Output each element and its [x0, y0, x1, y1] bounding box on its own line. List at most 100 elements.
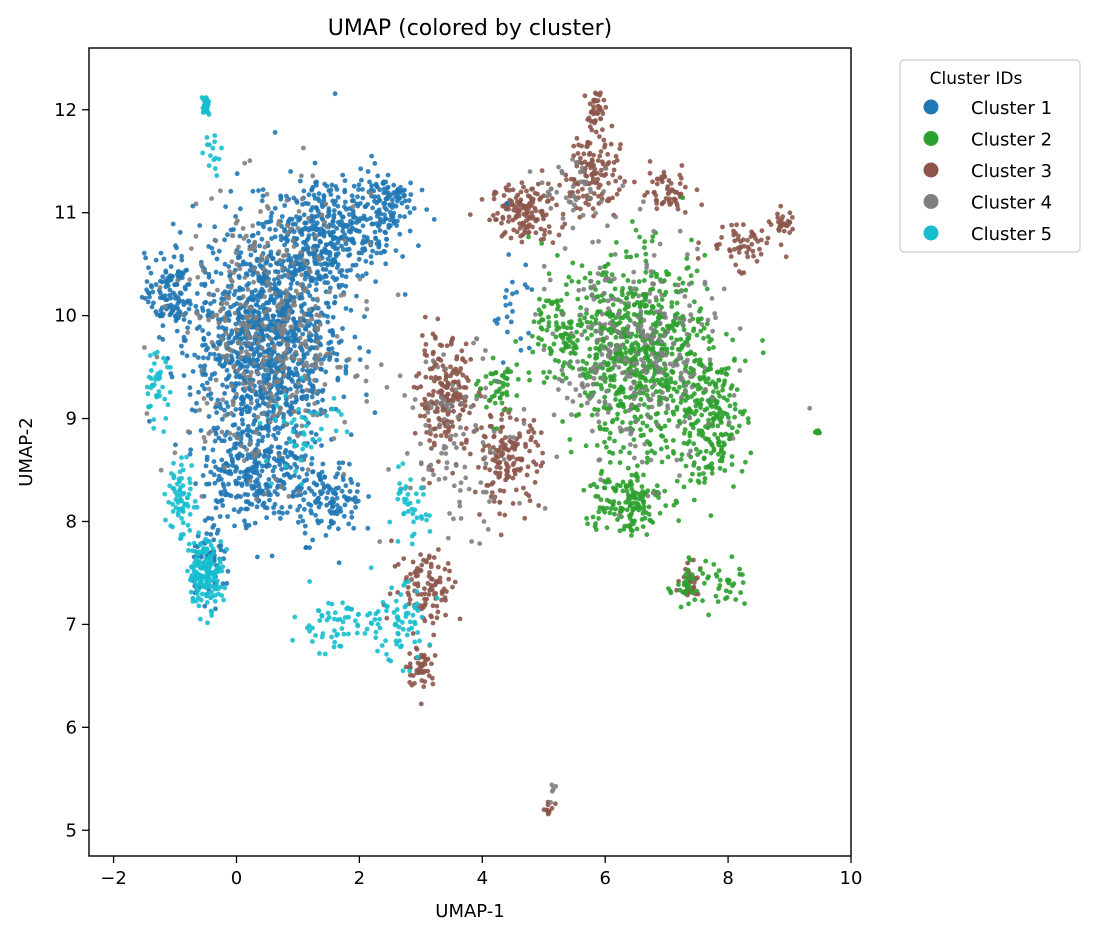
scatter-point: [306, 402, 311, 408]
scatter-point: [223, 331, 229, 336]
scatter-point: [729, 425, 735, 431]
scatter-point: [346, 246, 352, 252]
scatter-point: [440, 363, 446, 369]
scatter-point: [221, 438, 227, 444]
scatter-point: [703, 448, 709, 454]
scatter-point: [432, 334, 438, 339]
scatter-point: [364, 306, 370, 312]
scatter-point: [203, 342, 208, 348]
scatter-point: [180, 312, 186, 317]
scatter-point: [144, 279, 150, 284]
scatter-point: [307, 381, 313, 386]
scatter-point: [631, 312, 637, 317]
scatter-point: [187, 319, 193, 325]
scatter-point: [284, 510, 290, 515]
scatter-point: [632, 518, 637, 524]
scatter-point: [296, 328, 302, 333]
scatter-point: [664, 272, 670, 277]
scatter-point: [236, 311, 242, 317]
scatter-point: [270, 349, 276, 355]
scatter-point: [674, 389, 680, 395]
scatter-point: [213, 606, 218, 612]
scatter-point: [211, 292, 217, 298]
scatter-point: [267, 399, 273, 404]
scatter-point: [358, 166, 364, 172]
scatter-point: [276, 355, 282, 361]
scatter-point: [468, 357, 474, 362]
scatter-point: [513, 195, 519, 201]
scatter-point: [339, 488, 345, 494]
scatter-point: [185, 330, 191, 335]
scatter-point: [672, 380, 678, 386]
scatter-point: [587, 346, 593, 352]
scatter-point: [228, 448, 233, 453]
scatter-point: [510, 217, 516, 223]
scatter-point: [257, 305, 263, 310]
scatter-point: [355, 203, 361, 209]
scatter-point: [238, 506, 244, 512]
scatter-point: [195, 274, 201, 280]
scatter-point: [497, 386, 502, 392]
scatter-point: [505, 329, 510, 335]
scatter-point: [362, 204, 368, 210]
scatter-point: [732, 401, 738, 407]
scatter-point: [298, 282, 304, 288]
scatter-point: [594, 381, 600, 387]
scatter-point: [385, 172, 391, 178]
scatter-point: [443, 374, 449, 380]
scatter-point: [523, 491, 529, 496]
scatter-point: [263, 220, 269, 225]
scatter-point: [245, 309, 251, 315]
scatter-point: [245, 499, 251, 504]
scatter-point: [695, 452, 700, 457]
scatter-point: [609, 123, 615, 129]
scatter-point: [524, 285, 530, 290]
scatter-point: [662, 174, 668, 180]
scatter-point: [288, 281, 294, 287]
scatter-point: [314, 345, 320, 351]
scatter-point: [715, 435, 721, 441]
scatter-point: [596, 516, 601, 521]
scatter-point: [484, 483, 490, 488]
scatter-point: [334, 236, 340, 241]
scatter-point: [591, 152, 596, 158]
scatter-point: [261, 302, 266, 308]
scatter-point: [724, 331, 729, 337]
scatter-point: [587, 270, 593, 276]
scatter-point: [248, 252, 254, 258]
scatter-point: [284, 248, 290, 254]
scatter-point: [610, 419, 615, 425]
scatter-point: [341, 513, 347, 519]
scatter-point: [239, 341, 244, 347]
scatter-point: [401, 556, 407, 561]
scatter-point: [333, 491, 339, 497]
scatter-point: [519, 180, 525, 186]
scatter-point: [623, 484, 629, 490]
scatter-point: [673, 498, 679, 504]
scatter-point: [426, 673, 432, 679]
scatter-point: [601, 97, 607, 103]
scatter-point: [353, 262, 359, 268]
scatter-point: [424, 207, 430, 213]
scatter-point: [355, 194, 360, 200]
scatter-point: [234, 334, 240, 340]
scatter-point: [624, 296, 629, 301]
scatter-point: [483, 374, 489, 379]
scatter-point: [237, 254, 243, 260]
scatter-point: [428, 431, 433, 437]
scatter-point: [618, 384, 624, 390]
scatter-point: [567, 437, 573, 442]
scatter-point: [595, 280, 601, 285]
scatter-point: [598, 172, 604, 178]
scatter-point: [643, 292, 648, 298]
scatter-point: [291, 339, 297, 344]
scatter-point: [722, 468, 728, 473]
scatter-point: [342, 199, 348, 205]
scatter-point: [347, 489, 353, 494]
scatter-point: [285, 331, 291, 337]
scatter-point: [541, 807, 547, 813]
scatter-point: [678, 604, 684, 610]
scatter-point: [742, 408, 747, 414]
scatter-point: [330, 314, 336, 320]
scatter-point: [214, 530, 220, 536]
